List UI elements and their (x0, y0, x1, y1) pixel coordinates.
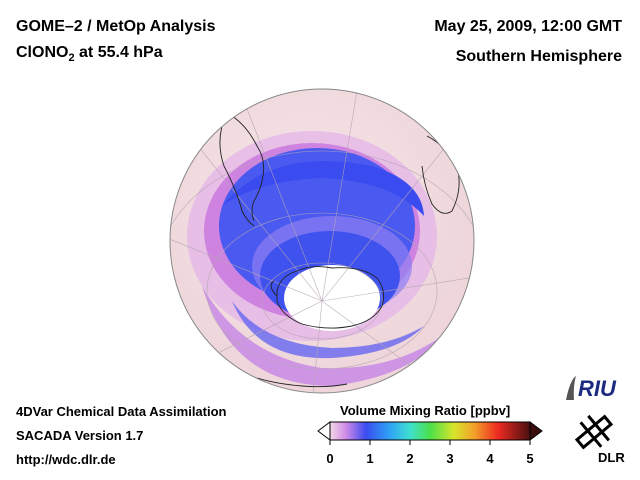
dlr-mark-wing (579, 421, 603, 448)
riu-logo-text: RIU (578, 376, 617, 401)
datetime-label: May 25, 2009, 12:00 GMT (434, 18, 622, 35)
footer-method: 4DVar Chemical Data Assimilation (16, 404, 227, 419)
footer-url[interactable]: http://wdc.dlr.de (16, 452, 116, 467)
meridian-line (321, 275, 474, 302)
colorbar-tick-label: 5 (526, 451, 533, 466)
globe-map (169, 88, 475, 394)
colorbar-gradient (329, 421, 531, 441)
colorbar-high-arrow (529, 421, 543, 441)
polar-vortex-core (284, 265, 380, 331)
australia-coastline (256, 377, 348, 388)
globe-outline (169, 88, 475, 394)
species-level: at 55.4 hPa (74, 44, 163, 61)
latitude-circle-equator (170, 150, 474, 393)
species-label: ClONO2 at 55.4 hPa (16, 44, 163, 64)
colorbar-tick-label: 4 (486, 451, 494, 466)
meridian-line (170, 235, 323, 302)
dlr-mark-wing (587, 414, 611, 442)
species-subscript: 2 (68, 52, 75, 65)
dlr-logo: DLR (574, 414, 625, 465)
species-main: ClONO (16, 44, 69, 61)
dlr-mark-body (574, 414, 614, 450)
meridian-line (321, 125, 463, 302)
colorbar-tick-label: 3 (446, 451, 453, 466)
hemisphere-label: Southern Hemisphere (455, 48, 622, 65)
colorbar-label: Volume Mixing Ratio [ppbv] (340, 403, 511, 418)
clono2-lower-lobe (202, 286, 442, 386)
map-title: GOME–2 / MetOp Analysis (16, 18, 216, 35)
dlr-logo-text: DLR (598, 450, 625, 465)
colorbar-low-arrow (317, 421, 331, 441)
antarctica-coastline (270, 266, 385, 329)
colorbar-tick-label: 1 (366, 451, 373, 466)
clono2-lower-band (232, 301, 424, 359)
meridian-line (321, 90, 358, 302)
colorbar-tick-label: 0 (326, 451, 333, 466)
latitude-circle-30s (206, 212, 438, 370)
footer-version: SACADA Version 1.7 (16, 428, 144, 443)
latitude-circle-60s (261, 262, 383, 340)
south-america-coastline (219, 115, 265, 227)
meridian-line (241, 95, 323, 302)
colorbar: 0 1 2 3 4 5 (317, 421, 543, 466)
colorbar-tick-label: 2 (406, 451, 413, 466)
riu-logo: RIU (566, 376, 617, 401)
riu-swoosh (566, 376, 576, 400)
meridian-line (311, 300, 323, 393)
